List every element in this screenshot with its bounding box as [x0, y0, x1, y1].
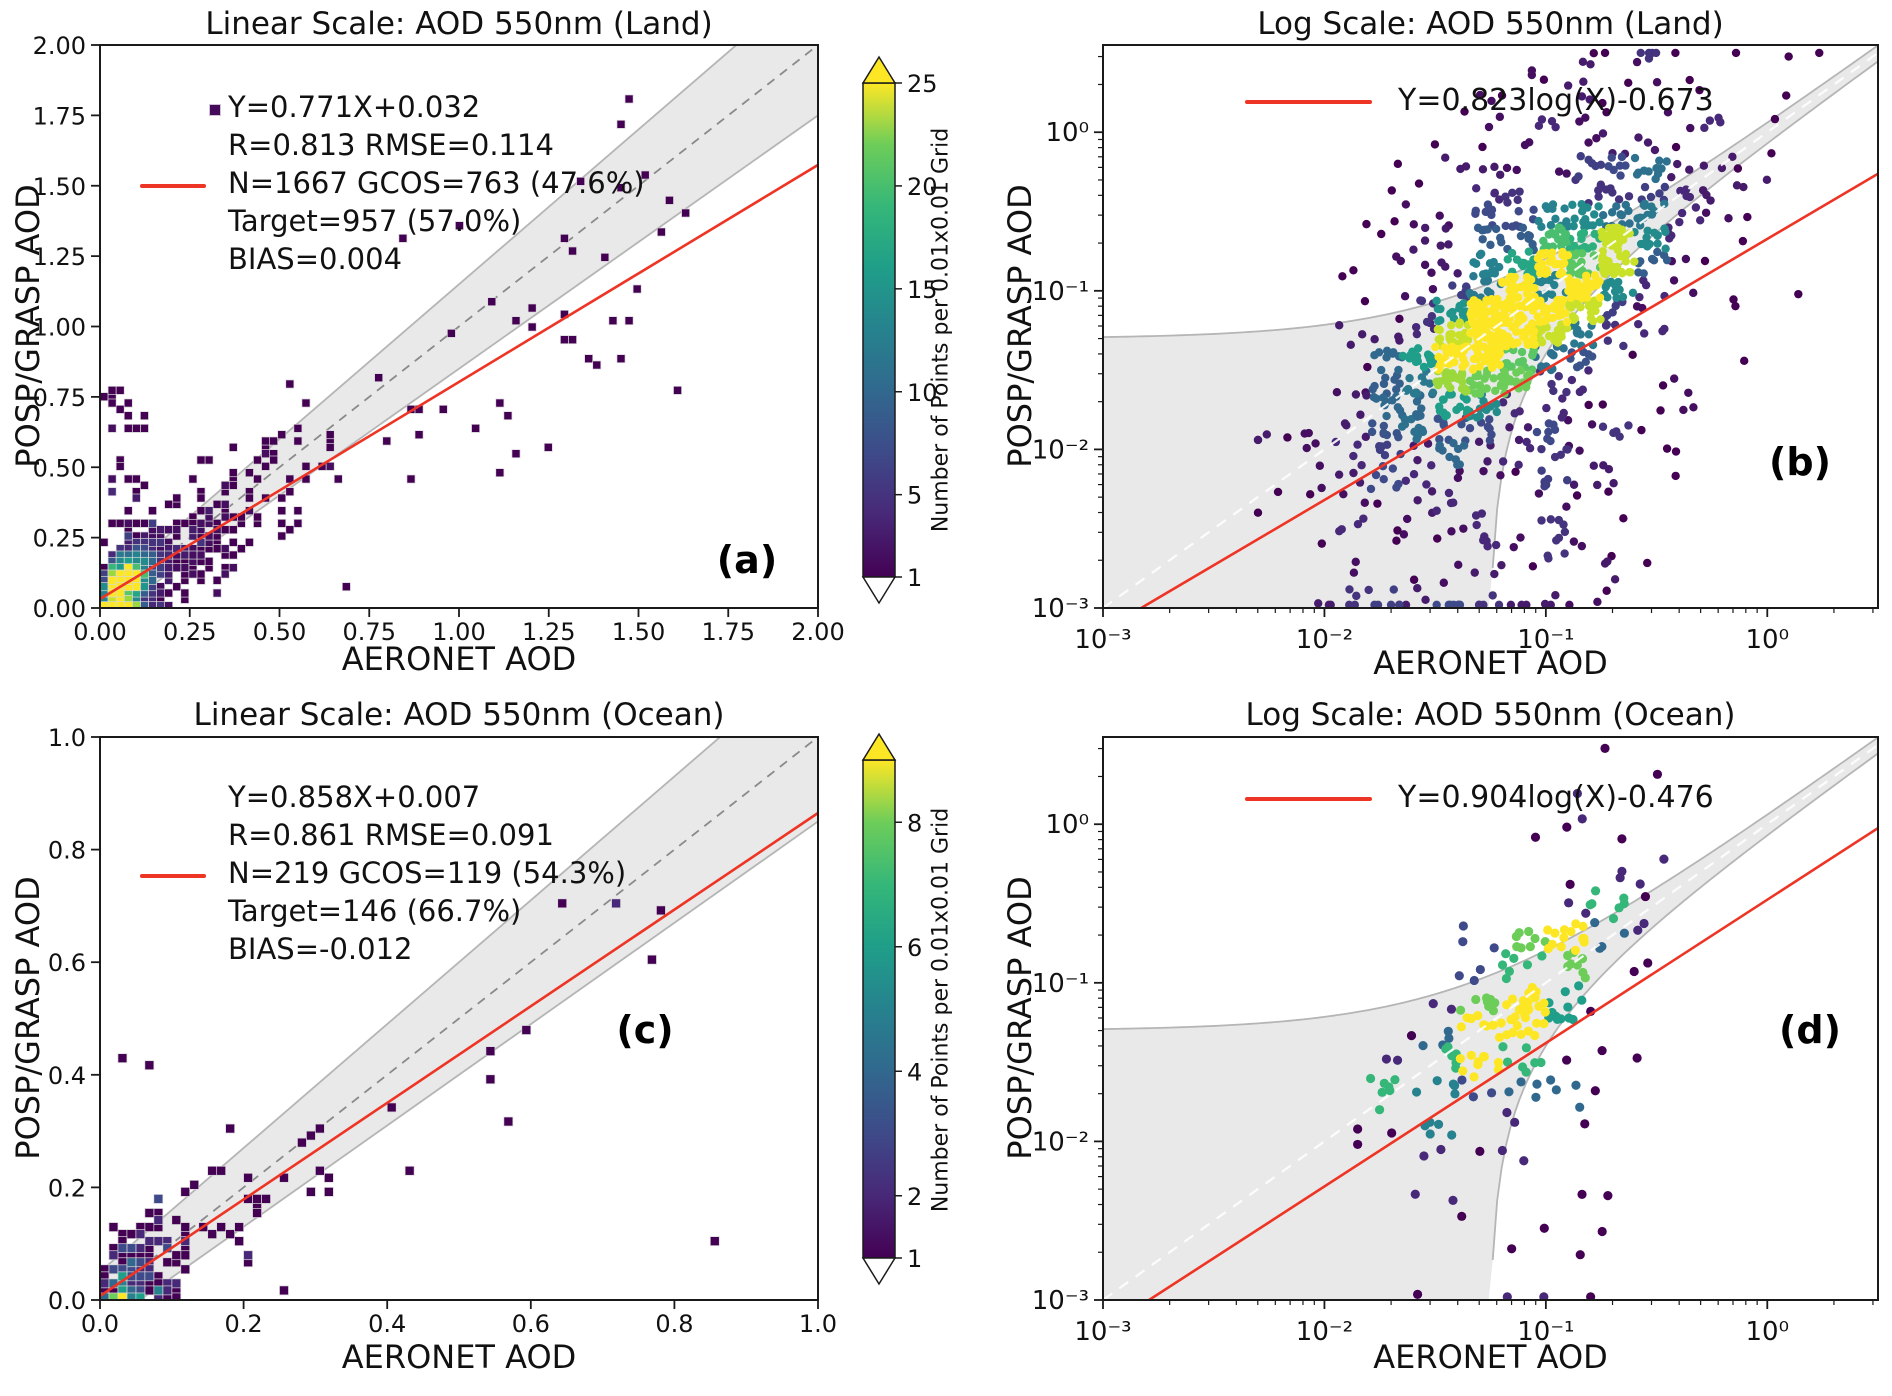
stats-line-bias: BIAS=0.004	[228, 242, 403, 276]
svg-text:0.4: 0.4	[368, 1310, 406, 1338]
svg-text:0.25: 0.25	[163, 618, 216, 646]
stats-line-n-gcos: N=219 GCOS=119 (54.3%)	[228, 856, 627, 890]
svg-text:10⁻³: 10⁻³	[1074, 625, 1131, 655]
panel-c-xlabel: AERONET AOD	[341, 1338, 577, 1376]
svg-text:5: 5	[907, 482, 922, 510]
svg-text:0.8: 0.8	[655, 1310, 693, 1338]
svg-text:10: 10	[907, 379, 938, 407]
svg-text:10⁰: 10⁰	[1746, 625, 1790, 655]
panel-c-label: (c)	[616, 1008, 674, 1052]
svg-text:10⁻¹: 10⁻¹	[1032, 969, 1089, 999]
legend-fitline-handle	[140, 874, 206, 878]
legend-fitline-handle	[140, 184, 206, 188]
svg-text:0.6: 0.6	[512, 1310, 550, 1338]
svg-text:0.75: 0.75	[33, 384, 86, 412]
svg-text:10⁰: 10⁰	[1045, 810, 1089, 840]
stats-line-n-gcos: N=1667 GCOS=763 (47.6%)	[228, 166, 645, 200]
stats-line-target: Target=957 (57.0%)	[228, 204, 522, 238]
svg-text:4: 4	[907, 1058, 922, 1086]
svg-text:2.00: 2.00	[33, 32, 86, 60]
svg-text:0.0: 0.0	[48, 1287, 86, 1315]
legend-fitline-handle	[1245, 797, 1372, 801]
svg-text:0.00: 0.00	[33, 595, 86, 623]
svg-text:8: 8	[907, 809, 922, 837]
panel-a-ylabel: POSP/GRASP AOD	[9, 184, 47, 468]
panel-b-title: Log Scale: AOD 550nm (Land)	[1257, 6, 1724, 42]
panel-d-xlabel: AERONET AOD	[1373, 1338, 1608, 1376]
svg-text:1.75: 1.75	[702, 618, 755, 646]
svg-text:1.75: 1.75	[33, 102, 86, 130]
stats-line-r-rmse: R=0.861 RMSE=0.091	[228, 818, 554, 852]
panel-c-ylabel: POSP/GRASP AOD	[9, 876, 47, 1160]
svg-text:10⁻¹: 10⁻¹	[1517, 625, 1574, 655]
svg-text:15: 15	[907, 276, 938, 304]
svg-text:10⁻¹: 10⁻¹	[1517, 1317, 1574, 1347]
svg-text:1.50: 1.50	[612, 618, 665, 646]
svg-text:0.2: 0.2	[225, 1310, 263, 1338]
svg-text:10⁻²: 10⁻²	[1296, 1317, 1353, 1347]
panel-d-title: Log Scale: AOD 550nm (Ocean)	[1245, 697, 1736, 733]
panel-b-ylabel: POSP/GRASP AOD	[1001, 184, 1039, 468]
panel-a-label: (a)	[716, 538, 778, 582]
svg-text:10⁻¹: 10⁻¹	[1032, 277, 1089, 307]
svg-text:0.00: 0.00	[73, 618, 126, 646]
svg-text:1: 1	[907, 564, 922, 592]
panel-b-xlabel: AERONET AOD	[1373, 644, 1608, 682]
panel-a-title: Linear Scale: AOD 550nm (Land)	[205, 6, 713, 42]
svg-text:0.4: 0.4	[48, 1062, 86, 1090]
panel-d-ylabel: POSP/GRASP AOD	[1001, 876, 1039, 1160]
panel-c-stats: Y=0.858X+0.007 R=0.861 RMSE=0.091 N=219 …	[228, 778, 626, 968]
svg-text:1.0: 1.0	[799, 1310, 837, 1338]
panel-a-stats: Y=0.771X+0.032 R=0.813 RMSE=0.114 N=1667…	[228, 88, 645, 278]
svg-text:0.2: 0.2	[48, 1174, 86, 1202]
panel-c-colorbar-label: Number of Points per 0.01x0.01 Grid	[928, 807, 954, 1213]
panel-b-legend-label: Y=0.823log(X)-0.673	[1398, 83, 1714, 118]
legend-fitline-handle	[1245, 100, 1372, 104]
panel-b-label: (b)	[1769, 440, 1831, 484]
stats-line-fit: Y=0.771X+0.032	[228, 90, 481, 124]
svg-text:1.25: 1.25	[522, 618, 575, 646]
svg-text:10⁰: 10⁰	[1045, 118, 1089, 148]
svg-text:2: 2	[907, 1183, 922, 1211]
svg-text:10⁻²: 10⁻²	[1032, 435, 1089, 465]
svg-text:0.50: 0.50	[33, 454, 86, 482]
svg-text:0.8: 0.8	[48, 837, 86, 865]
svg-text:10⁻²: 10⁻²	[1296, 625, 1353, 655]
svg-text:0.0: 0.0	[81, 1310, 119, 1338]
svg-text:1.50: 1.50	[33, 173, 86, 201]
svg-text:0.75: 0.75	[343, 618, 396, 646]
svg-text:1.25: 1.25	[33, 243, 86, 271]
stats-line-r-rmse: R=0.813 RMSE=0.114	[228, 128, 554, 162]
svg-text:10⁰: 10⁰	[1746, 1317, 1790, 1347]
svg-text:10⁻²: 10⁻²	[1032, 1127, 1089, 1157]
svg-text:25: 25	[907, 70, 938, 98]
svg-text:0.25: 0.25	[33, 525, 86, 553]
stats-line-fit: Y=0.858X+0.007	[228, 780, 481, 814]
stats-line-target: Target=146 (66.7%)	[228, 894, 522, 928]
svg-text:20: 20	[907, 173, 938, 201]
svg-text:10⁻³: 10⁻³	[1074, 1317, 1131, 1347]
svg-text:10⁻³: 10⁻³	[1032, 1286, 1089, 1316]
svg-text:1.00: 1.00	[33, 314, 86, 342]
svg-text:6: 6	[907, 934, 922, 962]
panel-c-title: Linear Scale: AOD 550nm (Ocean)	[193, 697, 725, 733]
svg-text:1.0: 1.0	[48, 724, 86, 752]
panel-d-label: (d)	[1779, 1008, 1841, 1052]
panel-d-legend-label: Y=0.904log(X)-0.476	[1398, 780, 1714, 815]
panel-a-xlabel: AERONET AOD	[341, 640, 577, 678]
svg-text:10⁻³: 10⁻³	[1032, 594, 1089, 624]
svg-text:0.50: 0.50	[253, 618, 306, 646]
svg-text:1.00: 1.00	[432, 618, 485, 646]
svg-text:0.6: 0.6	[48, 949, 86, 977]
stats-line-bias: BIAS=-0.012	[228, 932, 413, 966]
panel-a-colorbar-label: Number of Points per 0.01x0.01 Grid	[928, 127, 954, 533]
svg-text:1: 1	[907, 1245, 922, 1273]
legend-scatter-marker	[209, 104, 221, 116]
svg-text:2.00: 2.00	[791, 618, 844, 646]
